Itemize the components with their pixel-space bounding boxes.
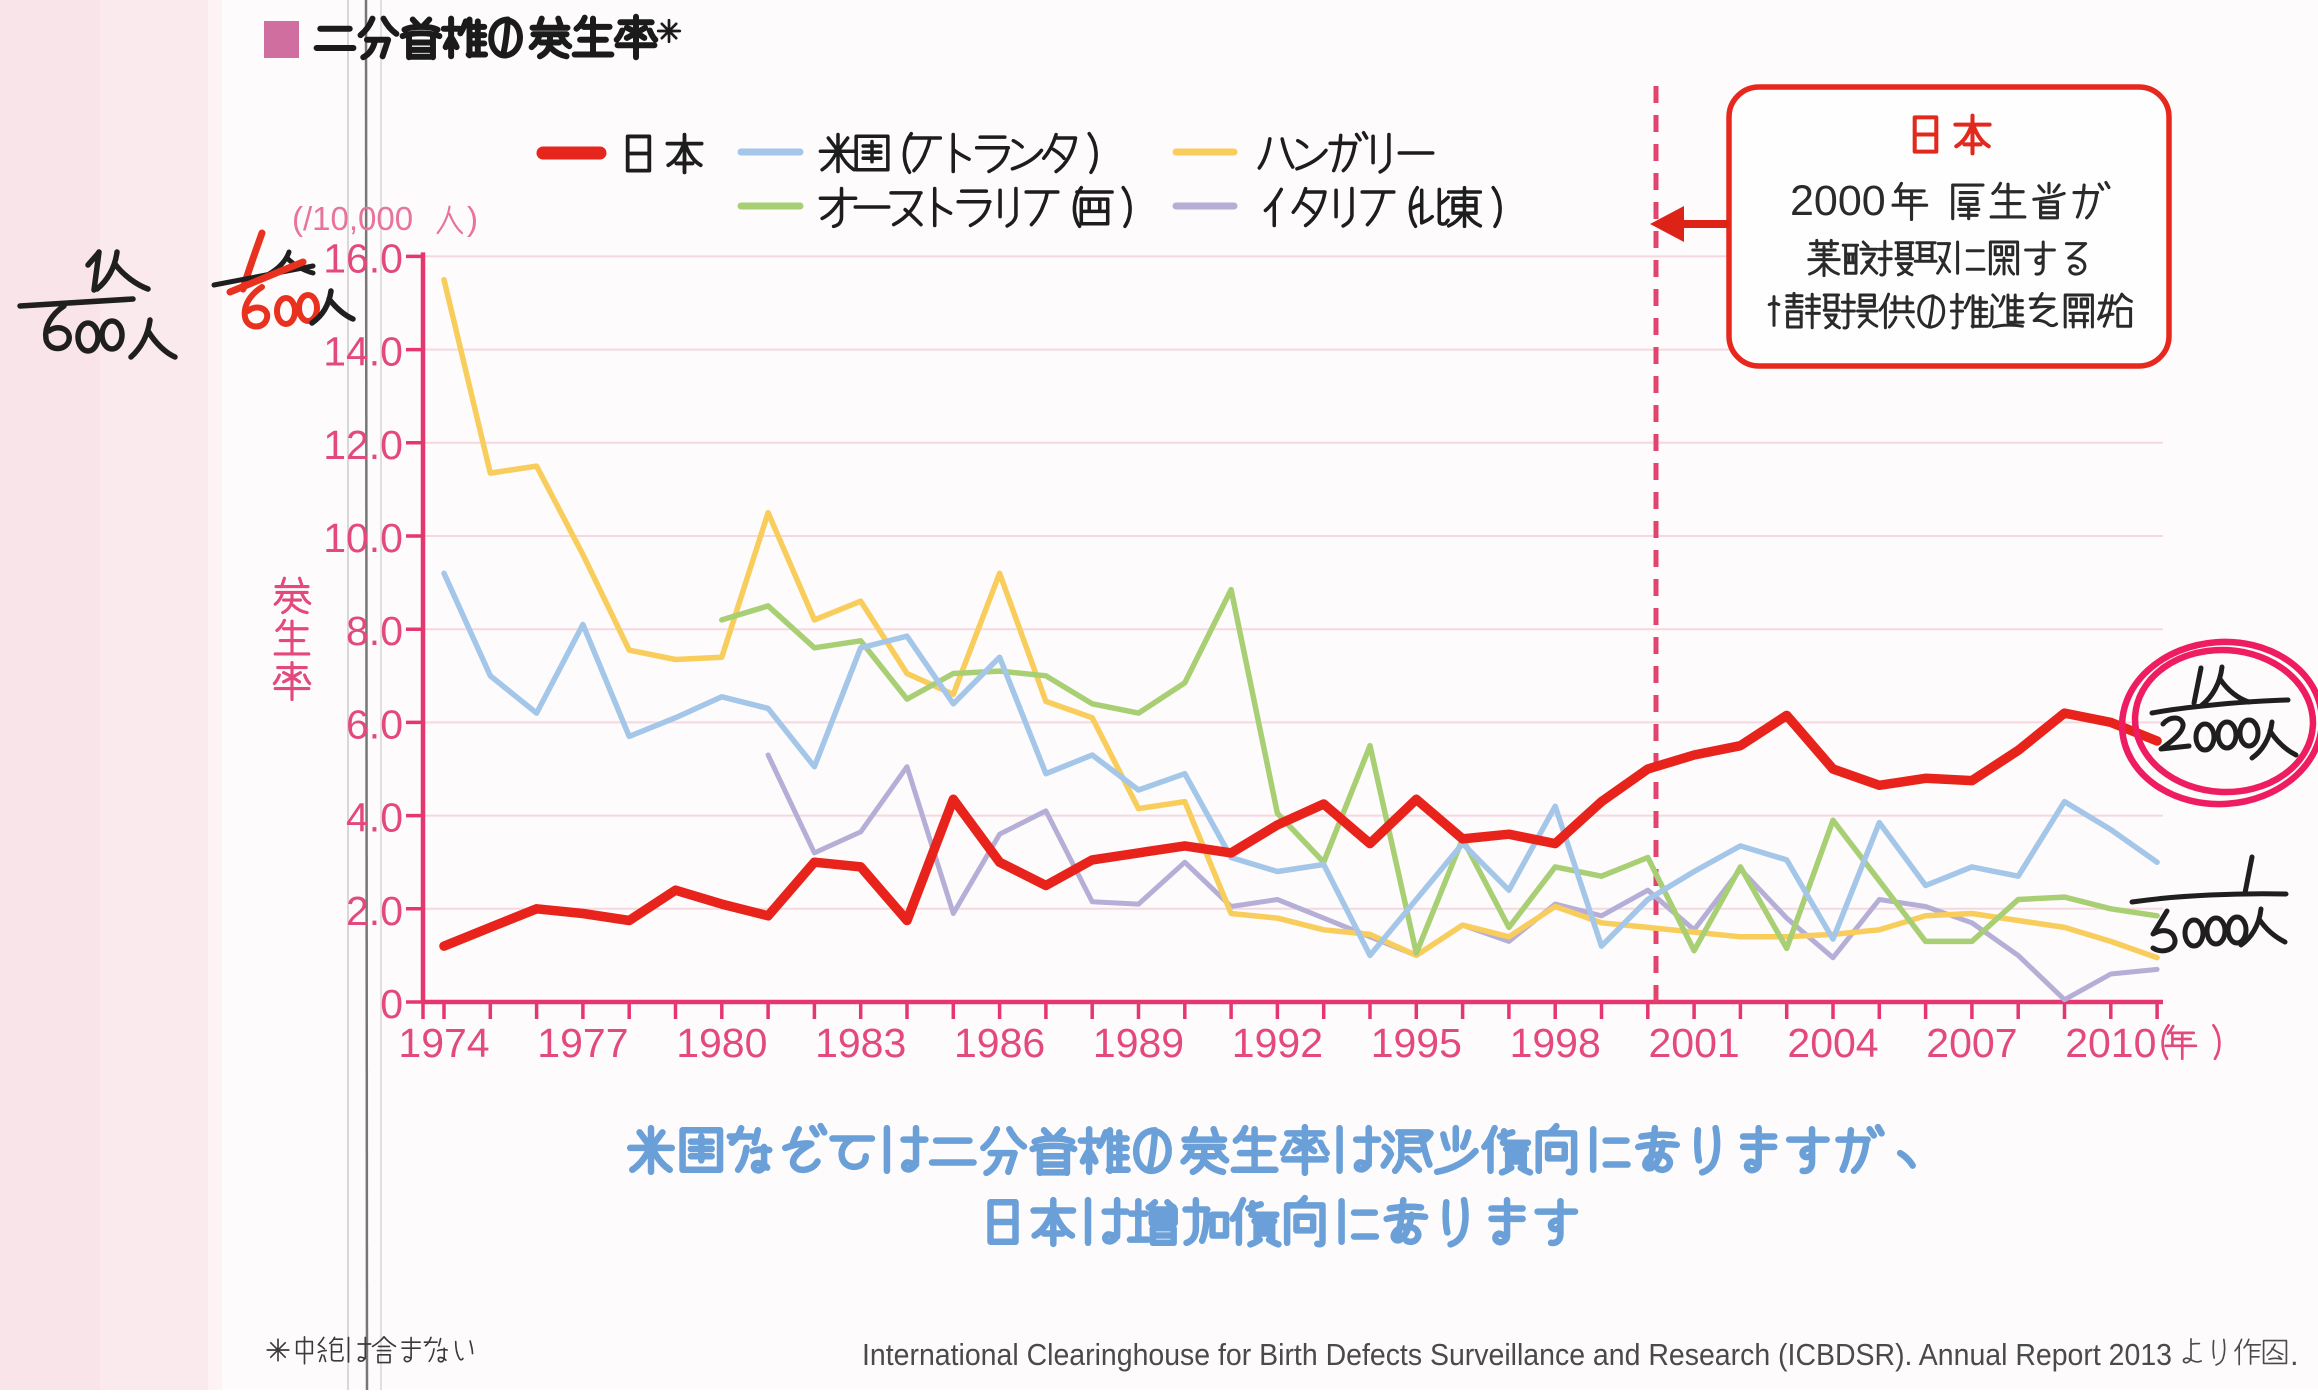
svg-text:2.0: 2.0 (346, 888, 403, 934)
svg-text:1998: 1998 (1510, 1020, 1601, 1066)
svg-text:2001: 2001 (1648, 1020, 1739, 1066)
svg-text:2010: 2010 (2065, 1020, 2156, 1066)
svg-text:1977: 1977 (537, 1020, 628, 1066)
svg-text:1974: 1974 (398, 1020, 489, 1066)
svg-text:2004: 2004 (1787, 1020, 1878, 1066)
svg-text:1980: 1980 (676, 1020, 767, 1066)
svg-text:1992: 1992 (1232, 1020, 1323, 1066)
svg-text:1995: 1995 (1371, 1020, 1462, 1066)
svg-text:.: . (2290, 1337, 2299, 1372)
svg-text:): ) (467, 200, 478, 237)
svg-text:16.0: 16.0 (323, 235, 403, 281)
svg-text:0: 0 (380, 981, 403, 1027)
svg-text:12.0: 12.0 (323, 422, 403, 468)
svg-text:1983: 1983 (815, 1020, 906, 1066)
svg-text:2000: 2000 (1790, 177, 1886, 225)
svg-text:International Clearinghouse fo: International Clearinghouse for Birth De… (862, 1337, 2172, 1372)
svg-text:10.0: 10.0 (323, 515, 403, 561)
svg-text:1986: 1986 (954, 1020, 1045, 1066)
svg-text:14.0: 14.0 (323, 329, 403, 375)
svg-text:8.0: 8.0 (346, 608, 403, 654)
svg-text:6.0: 6.0 (346, 701, 403, 747)
svg-text:1989: 1989 (1093, 1020, 1184, 1066)
svg-text:(/10,000: (/10,000 (292, 200, 413, 237)
svg-text:4.0: 4.0 (346, 795, 403, 841)
svg-text:2007: 2007 (1926, 1020, 2017, 1066)
